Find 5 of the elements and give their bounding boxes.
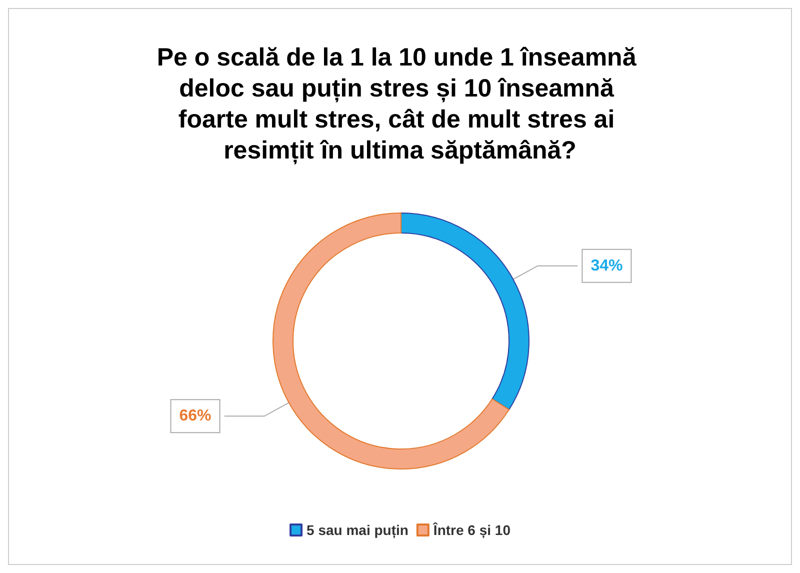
- legend-label: 5 sau mai puțin: [306, 522, 408, 539]
- data-label: 34%: [590, 257, 623, 274]
- data-label: 66%: [179, 408, 212, 425]
- legend-label: Între 6 și 10: [432, 522, 511, 539]
- chart-title: Pe o scală de la 1 la 10 unde 1 înseamnă deloc sau puțin stres și 10 înseamnă foarte mult stres, cât de mult stres ai resimțit în ultima săptămână?: [156, 44, 644, 164]
